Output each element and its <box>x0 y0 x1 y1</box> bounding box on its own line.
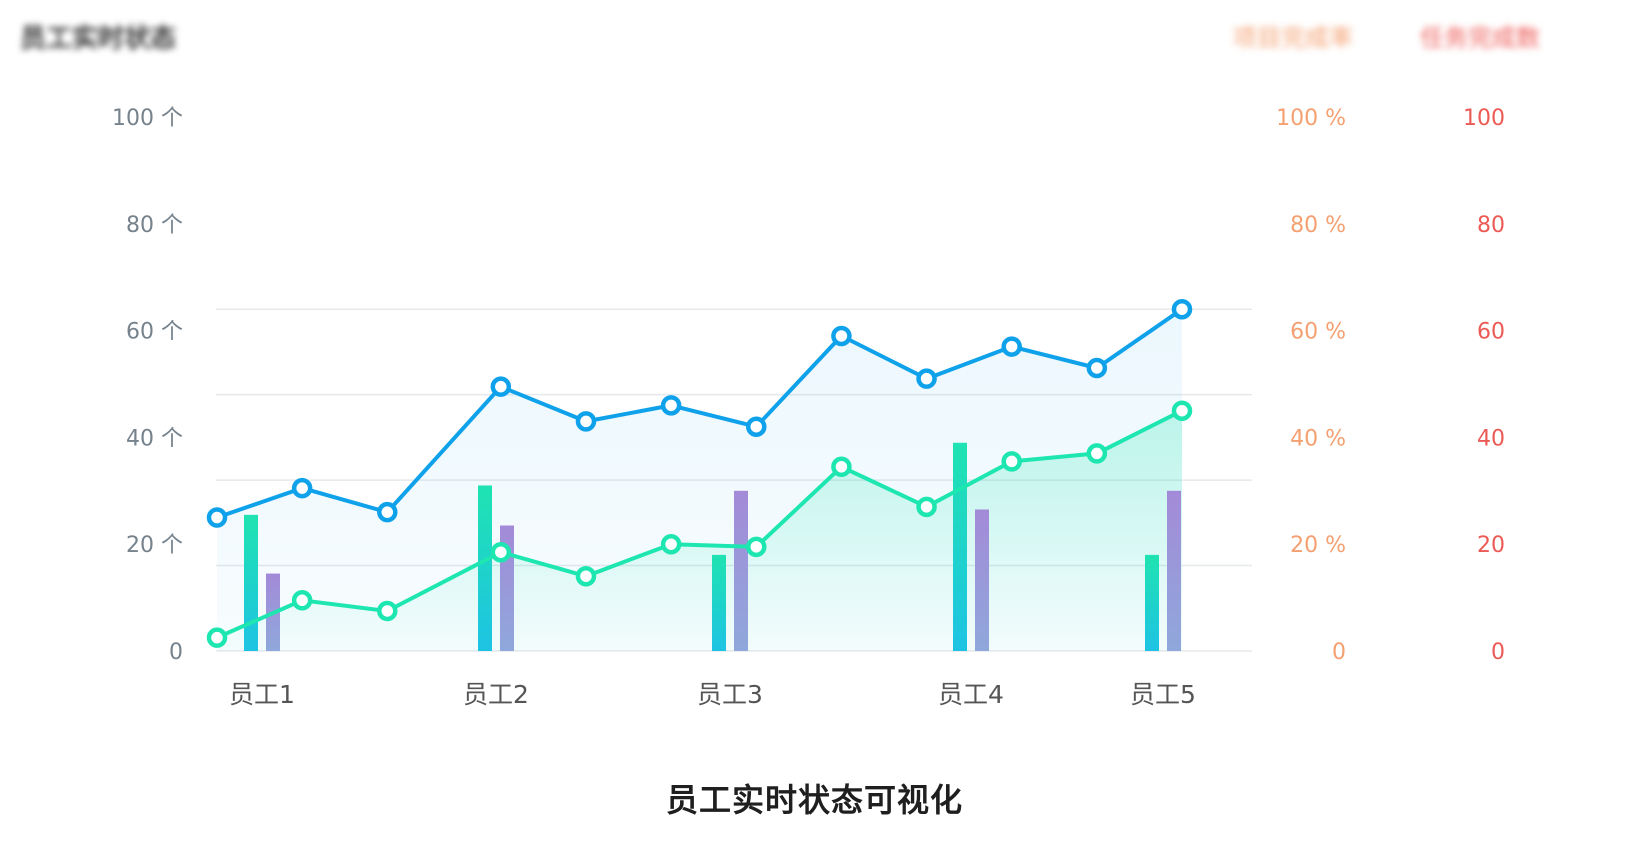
line-point-s0-5[interactable] <box>660 395 682 416</box>
line-s0 <box>215 307 1184 520</box>
category-label-0: 员工1 <box>229 680 295 709</box>
header-title: 员工实时状态 <box>20 23 176 54</box>
bar-s1-c2 <box>734 490 748 651</box>
line-point-s0-9[interactable] <box>1001 336 1022 357</box>
line-point-s1-2[interactable] <box>377 600 398 622</box>
line-point-s0-6[interactable] <box>746 416 767 437</box>
bar-s0-c3 <box>953 442 967 651</box>
line-point-s1-8[interactable] <box>916 496 937 518</box>
middle-axis-tick-4: 80 % <box>1290 213 1346 238</box>
line-areas <box>217 309 1182 651</box>
middle-axis-tick-5: 100 % <box>1276 106 1346 131</box>
legend-completion[interactable]: 项目完成率 <box>1233 24 1353 52</box>
line-point-s1-4[interactable] <box>575 565 597 587</box>
right-axis-tick-1: 20 <box>1477 533 1505 558</box>
line-point-s1-11[interactable] <box>1171 400 1193 421</box>
right-axis-tick-5: 100 <box>1463 106 1505 131</box>
line-point-s0-2[interactable] <box>377 501 398 523</box>
line-point-s0-1[interactable] <box>291 477 313 499</box>
category-axis: 员工1 员工2 员工3 员工4 员工5 <box>229 680 1196 709</box>
line-point-s0-3[interactable] <box>490 376 512 397</box>
middle-axis: 0 20 % 40 % 60 % 80 % 100 % <box>1276 106 1346 665</box>
bar-s0-c1 <box>478 485 492 651</box>
line-point-s0-8[interactable] <box>916 368 937 389</box>
left-axis-tick-1: 20 个 <box>126 533 183 558</box>
line-point-s0-7[interactable] <box>831 325 852 347</box>
chart-caption: 员工实时状态可视化 <box>665 781 963 819</box>
line-point-s1-3[interactable] <box>490 541 512 563</box>
left-axis-tick-5: 100 个 <box>112 106 183 131</box>
line-point-s0-11[interactable] <box>1171 298 1193 320</box>
bar-s1-c3 <box>975 509 989 651</box>
line-point-s0-4[interactable] <box>575 411 597 432</box>
bar-s0-c4 <box>1145 554 1159 651</box>
category-label-4: 员工5 <box>1130 680 1196 709</box>
right-axis-tick-3: 60 <box>1477 320 1505 345</box>
middle-axis-tick-3: 60 % <box>1290 320 1346 345</box>
bar-s0-c2 <box>712 554 726 651</box>
line-series <box>206 298 1193 648</box>
line-point-s1-9[interactable] <box>1001 451 1022 472</box>
line-point-s1-5[interactable] <box>660 533 682 555</box>
left-axis-tick-0: 0 <box>169 640 183 665</box>
right-axis-tick-0: 0 <box>1491 640 1505 665</box>
right-axis-tick-2: 40 <box>1477 426 1505 451</box>
line-point-s1-0[interactable] <box>206 627 228 648</box>
line-point-s1-7[interactable] <box>831 456 852 478</box>
bar-s0-c0 <box>244 514 258 651</box>
middle-axis-tick-2: 40 % <box>1290 426 1346 451</box>
left-axis: 0 20 个 40 个 60 个 80 个 100 个 <box>112 106 183 665</box>
right-axis: 0 20 40 60 80 100 <box>1463 106 1505 665</box>
left-axis-tick-4: 80 个 <box>126 213 183 238</box>
line-point-s0-10[interactable] <box>1086 357 1108 379</box>
middle-axis-tick-1: 20 % <box>1290 533 1346 558</box>
left-axis-tick-2: 40 个 <box>126 426 183 451</box>
category-label-1: 员工2 <box>463 680 529 709</box>
line-point-s1-6[interactable] <box>746 536 767 558</box>
bar-s1-c4 <box>1167 490 1181 651</box>
line-area-1 <box>217 410 1182 651</box>
line-point-s1-10[interactable] <box>1086 443 1108 464</box>
line-s1 <box>215 408 1184 640</box>
line-point-s0-0[interactable] <box>206 507 228 528</box>
middle-axis-tick-0: 0 <box>1332 640 1346 665</box>
category-label-3: 员工4 <box>938 680 1004 709</box>
category-label-2: 员工3 <box>697 680 763 709</box>
line-point-s1-1[interactable] <box>291 590 313 611</box>
right-axis-tick-4: 80 <box>1477 213 1505 238</box>
left-axis-tick-3: 60 个 <box>126 320 183 345</box>
legend-sales[interactable]: 任务完成数 <box>1420 24 1540 52</box>
